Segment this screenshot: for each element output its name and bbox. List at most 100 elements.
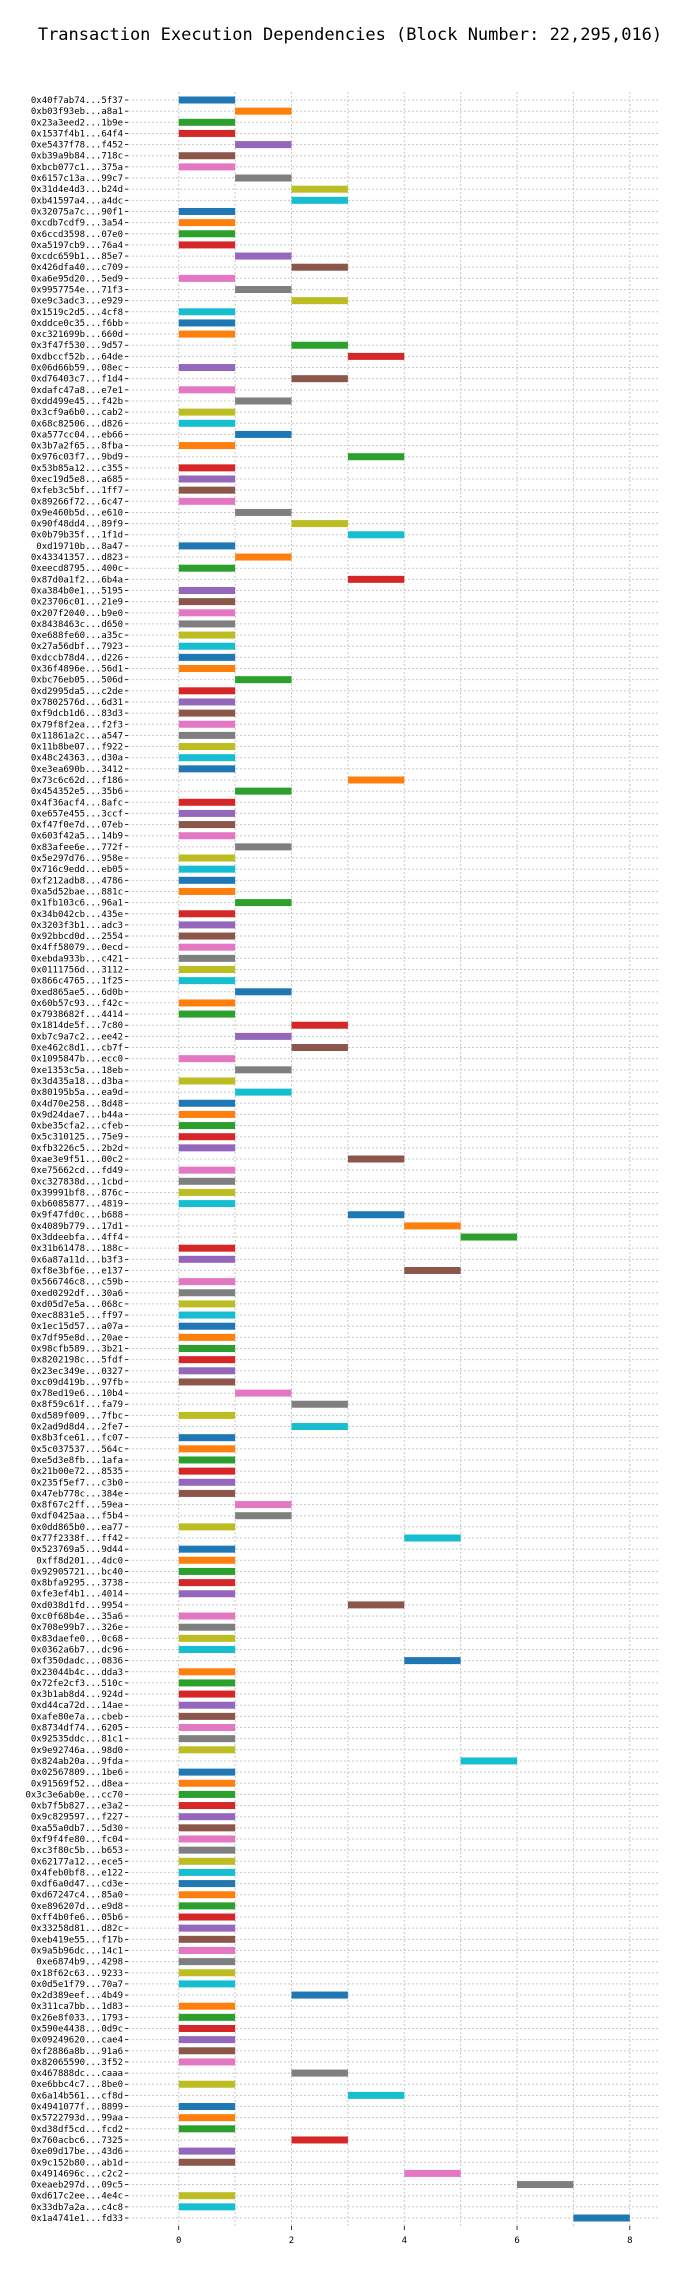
y-tick-label: 0xe5437f78...f452: [31, 141, 123, 151]
y-tick-label: 0x5c037537...564c: [31, 1445, 123, 1455]
y-tick-label: 0xf2886a8b...91a6: [31, 2047, 123, 2057]
y-tick-label: 0x716c9edd...eb05: [31, 865, 123, 875]
y-tick-label: 0xa5d52bae...881c: [31, 887, 123, 897]
bar: [178, 1746, 236, 1754]
bar: [291, 1423, 348, 1431]
bar: [235, 1501, 292, 1509]
bar: [178, 2036, 236, 2044]
y-tick-label: 0x866c4765...1f25: [31, 977, 123, 987]
bar: [178, 765, 236, 773]
y-tick-label: 0xec8831e5...ff97: [31, 1311, 123, 1321]
y-tick-label: 0xd76403c7...f1d4: [31, 375, 123, 385]
bar: [178, 2103, 236, 2111]
y-tick-label: 0x3b1ab8d4...924d: [31, 1690, 123, 1700]
bar: [178, 464, 236, 472]
y-tick-label: 0xc09d419b...97fb: [31, 1378, 123, 1388]
bar: [178, 230, 236, 238]
bar: [178, 1367, 236, 1375]
y-tick-label: 0xdf6a0d47...cd3e: [31, 1880, 123, 1890]
bar: [178, 698, 236, 706]
y-tick-label: 0x824ab20a...9fda: [31, 1757, 123, 1767]
y-tick-label: 0x2d389eef...4b49: [31, 1991, 123, 2001]
y-tick-label: 0x9e92746a...98d0: [31, 1746, 123, 1756]
bar: [178, 386, 236, 394]
bar: [178, 1980, 236, 1988]
y-tick-label: 0xe6874b9...4298: [36, 1958, 123, 1968]
y-tick-label: 0x976c03f7...9bd9: [31, 453, 123, 463]
bar: [291, 520, 348, 528]
y-tick-label: 0xd05d7e5a...068c: [31, 1300, 123, 1310]
bar: [178, 2114, 236, 2122]
bar: [178, 731, 236, 739]
y-tick-label: 0xf9f4fe80...fc04: [31, 1835, 123, 1845]
y-tick-label: 0xb41597a4...a4dc: [31, 196, 123, 206]
bar: [178, 887, 236, 895]
y-tick-label: 0x21b00e72...8535: [31, 1467, 123, 1477]
y-tick-label: 0xf9dcb1d6...83d3: [31, 709, 123, 719]
y-tick-label: 0xa55a0db7...5d30: [31, 1824, 123, 1834]
y-tick-label: 0x0b79b35f...1f1d: [31, 531, 123, 541]
y-tick-label: 0xfeb3c5bf...1ff7: [31, 486, 123, 496]
bar: [178, 364, 236, 372]
y-tick-label: 0xe3ea690b...3412: [31, 765, 123, 775]
bar: [235, 107, 292, 115]
bar: [178, 2024, 236, 2032]
y-tick-label: 0x1519c2d5...4cf8: [31, 308, 123, 318]
bar: [178, 821, 236, 829]
bar: [178, 1110, 236, 1118]
bar: [404, 1657, 461, 1665]
y-tick-label: 0x72fe2cf3...510c: [31, 1679, 123, 1689]
bar: [178, 2125, 236, 2133]
bar: [291, 2069, 348, 2077]
y-tick-label: 0xeecd8795...400c: [31, 564, 123, 574]
y-tick-label: 0x23ec349e...0327: [31, 1367, 123, 1377]
bar: [178, 1255, 236, 1263]
bar: [178, 96, 236, 104]
bar: [178, 1802, 236, 1810]
bar: [347, 531, 405, 539]
bar: [291, 185, 348, 193]
y-tick-label: 0x53b85a12...c355: [31, 464, 123, 474]
y-tick-label: 0x92535ddc...81c1: [31, 1735, 123, 1745]
bar: [178, 1567, 236, 1575]
y-tick-label: 0x78ed19e6...10b4: [31, 1389, 123, 1399]
bar: [178, 1456, 236, 1464]
y-tick-label: 0x4d70e258...8d48: [31, 1099, 123, 1109]
bar: [347, 453, 405, 461]
y-tick-label: 0x4ff58079...0ecd: [31, 943, 123, 953]
y-tick-label: 0x11b8be07...f922: [31, 743, 123, 753]
y-tick-label: 0x9a5b96dc...14c1: [31, 1946, 123, 1956]
bar: [178, 943, 236, 951]
y-tick-label: 0x8b3fce61...fc07: [31, 1434, 123, 1444]
bar: [178, 1668, 236, 1676]
y-tick-label: 0x2ad9d8d4...2fe7: [31, 1423, 123, 1433]
y-tick-label: 0x6a87a11d...b3f3: [31, 1255, 123, 1265]
bar: [235, 1032, 292, 1040]
bar: [235, 988, 292, 996]
y-tick-label: 0xd38df5cd...fcd2: [31, 2125, 123, 2135]
bar: [291, 1021, 348, 1029]
bar: [178, 665, 236, 673]
bar: [573, 2214, 630, 2222]
bar: [347, 1601, 405, 1609]
y-tick-label: 0xd589f009...7fbc: [31, 1411, 123, 1421]
y-tick-label: 0x3ddeebfa...4ff4: [31, 1233, 123, 1243]
bar: [460, 1757, 518, 1765]
y-tick-label: 0xbe35cfa2...cfeb: [31, 1122, 123, 1132]
y-tick-label: 0xb39a9b84...718c: [31, 152, 123, 162]
y-tick-label: 0x8202198c...5fdf: [31, 1356, 123, 1366]
y-tick-label: 0xd44ca72d...14ae: [31, 1701, 123, 1711]
y-tick-label: 0x3f47f530...9d57: [31, 341, 123, 351]
y-tick-label: 0xcdc659b1...85e7: [31, 252, 123, 262]
bar: [178, 1835, 236, 1843]
y-tick-label: 0x89266f72...6c47: [31, 497, 123, 507]
y-tick-label: 0xafe80e7a...cbeb: [31, 1712, 123, 1722]
y-tick-label: 0x8438463c...d650: [31, 620, 123, 630]
bar: [178, 1545, 236, 1553]
bar: [178, 798, 236, 806]
y-tick-labels: 0x40f7ab74...5f370xb03f93eb...a8a10x23a3…: [25, 96, 128, 2224]
y-tick-label: 0x9c152b80...ab1d: [31, 2158, 123, 2168]
y-tick-label: 0x1095847b...ecc0: [31, 1055, 123, 1065]
bar: [178, 1333, 236, 1341]
y-tick-label: 0x7802576d...6d31: [31, 698, 123, 708]
